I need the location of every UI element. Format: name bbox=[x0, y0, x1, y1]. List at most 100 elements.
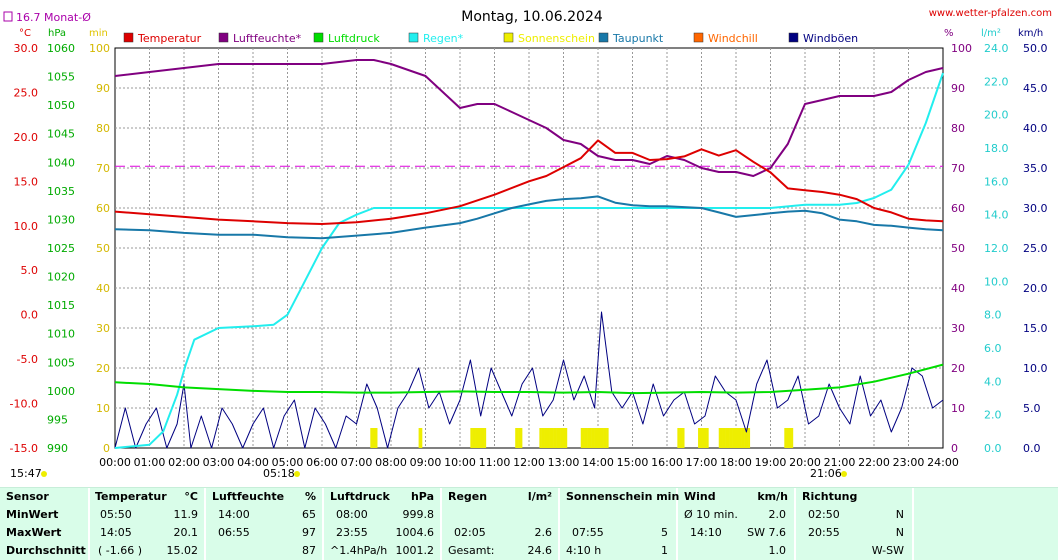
chart-grid bbox=[114, 47, 944, 449]
sunrise-label: 05:18 bbox=[263, 467, 295, 480]
time-tick-label: 11:00 bbox=[479, 456, 511, 469]
sunshine-bar bbox=[482, 428, 485, 448]
sunshine-bar bbox=[680, 428, 683, 448]
sun-header: Sonnenschein min bbox=[566, 490, 680, 503]
sunshine-bar bbox=[739, 428, 742, 448]
sunshine-bar bbox=[472, 428, 475, 448]
dir-min-time: 02:50 bbox=[808, 508, 840, 521]
sunshine-bar bbox=[558, 428, 561, 448]
time-tick-label: 07:00 bbox=[341, 456, 373, 469]
kmh-tick-label: 50.0 bbox=[1023, 42, 1048, 55]
press-avg-val: 1001.2 bbox=[395, 544, 435, 557]
sunshine-bar bbox=[725, 428, 728, 448]
time-tick-label: 06:00 bbox=[306, 456, 338, 469]
time-tick-label: 17:00 bbox=[686, 456, 718, 469]
sun-avg-val: 1 bbox=[661, 544, 668, 557]
sunshine-bar bbox=[701, 428, 704, 448]
time-tick-label: 16:00 bbox=[651, 456, 683, 469]
hum-unit: % bbox=[304, 490, 316, 503]
dir-max-val: N bbox=[895, 526, 904, 539]
sunshine-bar bbox=[589, 428, 592, 448]
temp-avg-val: 15.02 bbox=[166, 544, 199, 557]
hum-max-val: 97 bbox=[302, 526, 316, 539]
kmh-tick-label: 40.0 bbox=[1023, 122, 1048, 135]
sunshine-bar bbox=[699, 428, 702, 448]
press-unit: hPa bbox=[410, 490, 434, 503]
sunshine-bar bbox=[580, 428, 583, 448]
pct-tick-label: 90 bbox=[951, 82, 965, 95]
time-tick-label: 10:00 bbox=[444, 456, 476, 469]
sunset-label: 21:06 bbox=[810, 467, 842, 480]
pct-tick-label: 50 bbox=[951, 242, 965, 255]
temp-max-time: 14:05 bbox=[100, 526, 132, 539]
rain-total-label: Gesamt: bbox=[448, 544, 495, 557]
min-tick-label: 10 bbox=[96, 402, 110, 415]
press-header: Luftdruck bbox=[330, 490, 390, 503]
pct-tick-label: 40 bbox=[951, 282, 965, 295]
time-tick-label: 00:00 bbox=[99, 456, 131, 469]
pct-tick-label: 0 bbox=[951, 442, 958, 455]
hpa-tick-label: 1035 bbox=[47, 185, 75, 198]
dir-header: Richtung bbox=[802, 490, 858, 503]
sunshine-bar bbox=[561, 428, 564, 448]
time-tick-label: 05:00 bbox=[272, 456, 304, 469]
sunshine-bar bbox=[599, 428, 602, 448]
sunshine-bar bbox=[516, 428, 519, 448]
sunshine-bar bbox=[553, 428, 556, 448]
sunshine-bar bbox=[418, 428, 421, 448]
dir-max-time: 20:55 bbox=[808, 526, 840, 539]
time-tick-label: 12:00 bbox=[513, 456, 545, 469]
sunshine-bar bbox=[791, 428, 794, 448]
min-tick-label: 80 bbox=[96, 122, 110, 135]
temp-unit: °C bbox=[184, 490, 198, 503]
sunshine-bar bbox=[370, 428, 373, 448]
time-tick-label: 22:00 bbox=[858, 456, 890, 469]
col-regen: Regen l/m² 02:05 2.6 Gesamt: 24.6 bbox=[442, 488, 560, 560]
series-luftfeuchte-line bbox=[114, 59, 944, 177]
chart-date-title: Montag, 10.06.2024 bbox=[461, 9, 603, 25]
time-tick-label: 20:00 bbox=[789, 456, 821, 469]
legend-label: Regen* bbox=[423, 32, 464, 45]
min-tick-label: 20 bbox=[96, 362, 110, 375]
legend-swatch bbox=[408, 32, 419, 43]
temp-min-time: 05:50 bbox=[100, 508, 132, 521]
wind-avg-val: 1.0 bbox=[768, 544, 787, 557]
temp-tick-label: 30.0 bbox=[14, 42, 39, 55]
sunshine-bar bbox=[722, 428, 725, 448]
lm2-tick-label: 10.0 bbox=[984, 275, 1009, 288]
sunshine-bar bbox=[585, 428, 588, 448]
lm2-tick-label: 14.0 bbox=[984, 209, 1009, 222]
sunshine-bar bbox=[420, 428, 423, 448]
dir-avg-val: W-SW bbox=[871, 544, 904, 557]
legend-label: Luftfeuchte* bbox=[233, 32, 302, 45]
sunshine-bar bbox=[744, 428, 747, 448]
temp-tick-label: -15.0 bbox=[10, 442, 38, 455]
kmh-tick-label: 5.0 bbox=[1023, 402, 1041, 415]
time-tick-label: 23:00 bbox=[893, 456, 925, 469]
hum-min-time: 14:00 bbox=[218, 508, 250, 521]
col-wind: Wind km/h Ø 10 min. 2.0 14:10 SW 7.6 1.0 bbox=[678, 488, 796, 560]
sunshine-bar bbox=[554, 428, 557, 448]
sunshine-bar bbox=[706, 428, 709, 448]
sunshine-bar bbox=[541, 428, 544, 448]
hpa-tick-label: 1015 bbox=[47, 299, 75, 312]
sunshine-bar bbox=[704, 428, 707, 448]
sunshine-bar bbox=[565, 428, 568, 448]
sun-hours-label: 15:47 bbox=[10, 467, 42, 480]
sunshine-bar bbox=[556, 428, 559, 448]
rain-unit: l/m² bbox=[527, 490, 552, 503]
sunshine-bar bbox=[679, 428, 682, 448]
min-tick-label: 30 bbox=[96, 322, 110, 335]
sunshine-bar bbox=[477, 428, 480, 448]
sunshine-bar bbox=[720, 428, 723, 448]
sunshine-bar bbox=[478, 428, 481, 448]
temp-max-val: 20.1 bbox=[173, 526, 199, 539]
row-label-max: MaxWert bbox=[6, 526, 62, 539]
press-min-time: 08:00 bbox=[336, 508, 368, 521]
press-max-val: 1004.6 bbox=[395, 526, 435, 539]
legend-swatch bbox=[788, 32, 799, 43]
lm2-tick-label: 0.0 bbox=[984, 442, 1002, 455]
sunshine-bar bbox=[542, 428, 545, 448]
sunshine-bar bbox=[375, 428, 378, 448]
min-tick-label: 60 bbox=[96, 202, 110, 215]
